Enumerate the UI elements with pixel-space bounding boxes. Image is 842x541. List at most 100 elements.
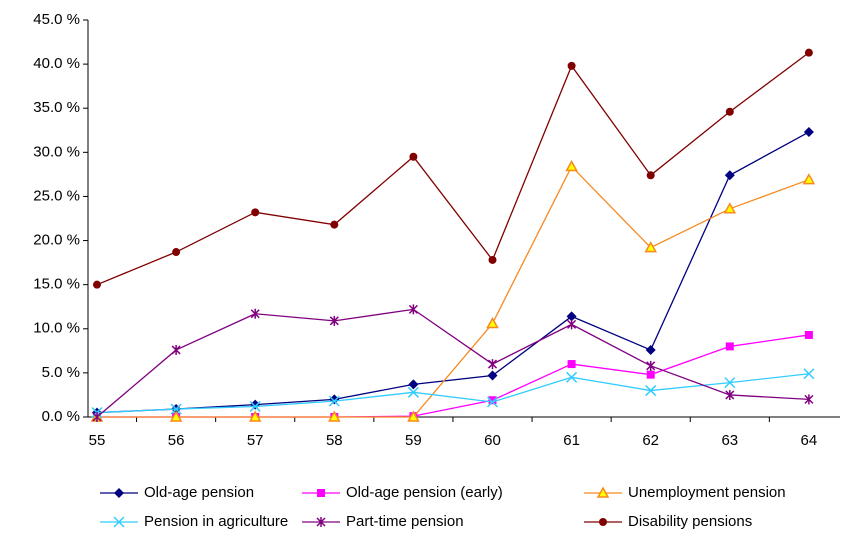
legend-marker	[113, 516, 125, 528]
legend-marker	[599, 518, 607, 526]
legend-label: Old-age pension	[144, 484, 254, 501]
legend-label: Pension in agriculture	[144, 513, 288, 530]
series	[90, 159, 816, 422]
marker	[804, 394, 814, 405]
marker	[170, 403, 182, 415]
marker	[486, 316, 499, 329]
marker	[487, 359, 498, 370]
marker	[92, 412, 102, 422]
legend-label: Old-age pension (early)	[346, 484, 503, 501]
legend-marker	[596, 486, 610, 498]
marker	[724, 377, 736, 389]
series	[93, 48, 813, 289]
marker	[646, 370, 655, 379]
marker	[488, 396, 497, 405]
legend-item: Old-age pension	[100, 484, 254, 501]
marker	[802, 173, 816, 185]
legend-label: Part-time pension	[346, 513, 464, 530]
marker	[330, 220, 339, 229]
marker	[408, 379, 419, 390]
marker	[567, 319, 577, 330]
legend-item: Disability pensions	[584, 513, 752, 530]
y-tick-label: 45.0 %	[33, 11, 80, 28]
legend-item: Pension in agriculture	[100, 513, 288, 530]
y-tick-label: 0.0 %	[42, 408, 80, 425]
series-line	[97, 165, 810, 418]
series-line	[96, 308, 809, 418]
marker	[407, 386, 419, 398]
marker	[409, 152, 418, 161]
marker	[804, 48, 813, 57]
marker	[250, 308, 260, 319]
series	[92, 127, 814, 418]
marker	[567, 360, 576, 369]
x-tick-label: 55	[89, 432, 106, 449]
series-line	[96, 52, 810, 286]
marker	[723, 202, 737, 214]
series-line	[96, 131, 810, 414]
legend-label: Disability pensions	[628, 513, 752, 530]
marker	[171, 344, 181, 355]
marker	[408, 304, 418, 315]
y-tick-label: 40.0 %	[33, 55, 80, 72]
x-tick-label: 58	[326, 432, 343, 449]
marker	[172, 248, 181, 257]
marker	[487, 370, 498, 381]
marker	[250, 399, 261, 410]
marker	[645, 344, 656, 355]
legend-marker	[317, 489, 325, 497]
x-tick-label: 64	[801, 432, 818, 449]
marker	[565, 159, 578, 172]
legend-marker	[316, 517, 326, 527]
marker	[566, 371, 578, 383]
marker	[488, 255, 497, 264]
legend-item: Old-age pension (early)	[302, 484, 503, 501]
marker	[407, 410, 420, 422]
series-line	[97, 334, 809, 418]
y-tick-label: 25.0 %	[33, 187, 80, 204]
x-tick-label: 62	[642, 432, 659, 449]
marker	[329, 315, 339, 326]
y-tick-label: 15.0 %	[33, 276, 80, 293]
marker	[248, 410, 262, 422]
marker	[724, 170, 735, 181]
series	[92, 304, 814, 422]
marker	[486, 396, 499, 408]
marker	[328, 395, 340, 407]
y-tick-label: 30.0 %	[33, 143, 80, 160]
legend-label: Unemployment pension	[628, 484, 786, 501]
marker	[645, 385, 657, 397]
x-tick-label: 57	[247, 432, 264, 449]
legend-marker	[114, 488, 124, 498]
x-tick-label: 56	[168, 432, 185, 449]
marker	[169, 410, 183, 422]
x-tick-label: 60	[484, 432, 501, 449]
marker	[725, 342, 734, 351]
marker	[804, 330, 813, 339]
series-line	[96, 373, 809, 414]
legend-item: Unemployment pension	[584, 484, 786, 501]
y-tick-label: 5.0 %	[42, 364, 80, 381]
y-tick-label: 35.0 %	[33, 99, 80, 116]
y-tick-label: 20.0 %	[33, 232, 80, 249]
series	[91, 368, 815, 419]
marker	[249, 400, 261, 412]
x-tick-label: 59	[405, 432, 422, 449]
y-tick-label: 10.0 %	[33, 320, 80, 337]
marker	[803, 127, 814, 138]
marker	[644, 241, 657, 253]
marker	[566, 311, 577, 322]
marker	[567, 61, 576, 70]
marker	[803, 368, 815, 380]
marker	[646, 171, 655, 180]
marker	[329, 394, 340, 405]
x-tick-label: 63	[721, 432, 738, 449]
marker	[251, 208, 260, 217]
marker	[93, 280, 101, 289]
marker	[328, 410, 341, 422]
legend-item: Part-time pension	[302, 513, 464, 530]
marker	[725, 107, 734, 116]
marker	[725, 389, 735, 400]
